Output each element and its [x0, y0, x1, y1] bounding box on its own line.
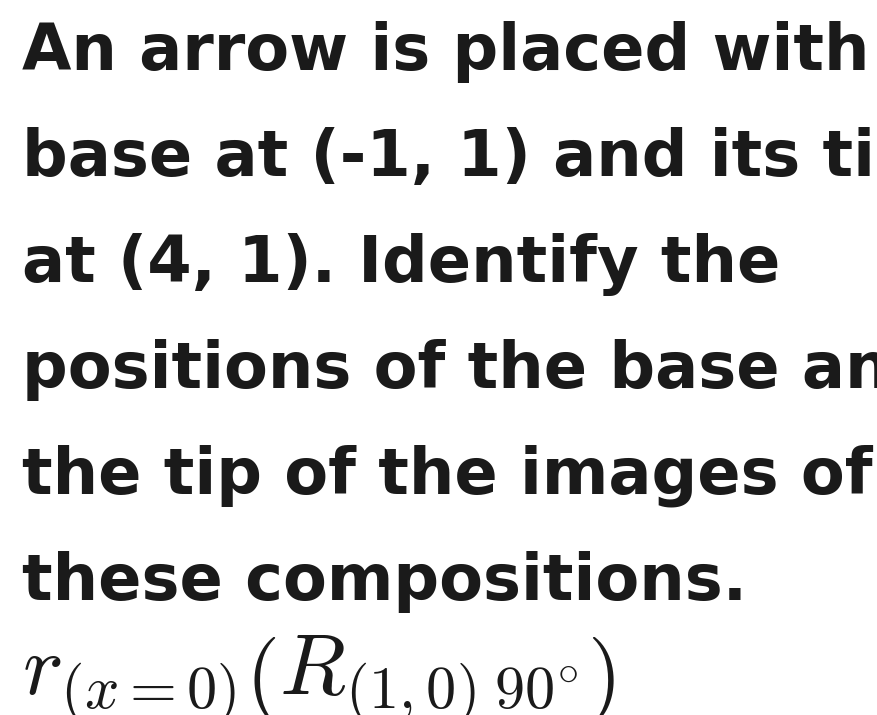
Text: base at (-1, 1) and its tip: base at (-1, 1) and its tip	[22, 127, 877, 189]
Text: at (4, 1). Identify the: at (4, 1). Identify the	[22, 233, 780, 296]
Text: An arrow is placed with its: An arrow is placed with its	[22, 21, 877, 84]
Text: the tip of the images of: the tip of the images of	[22, 445, 872, 507]
Text: $r_{(x=0)}\left(R_{(1,0)\;90^{\circ}}\right)$: $r_{(x=0)}\left(R_{(1,0)\;90^{\circ}}\ri…	[22, 633, 615, 715]
Text: these compositions.: these compositions.	[22, 551, 746, 613]
Text: positions of the base and: positions of the base and	[22, 339, 877, 401]
